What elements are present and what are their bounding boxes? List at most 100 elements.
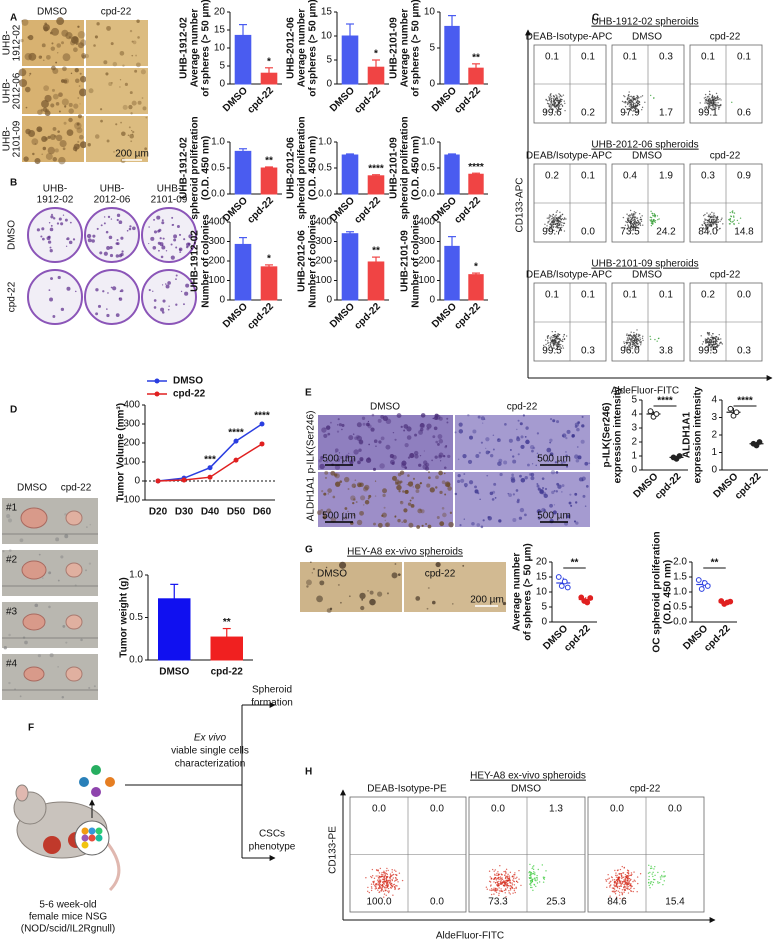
event-dot (532, 881, 533, 882)
outcome-text: phenotype (249, 842, 296, 853)
data-point (562, 579, 567, 584)
photo-texture (575, 501, 577, 503)
row-label: #2 (6, 555, 18, 566)
event-dot (732, 210, 733, 211)
event-dot (514, 890, 515, 891)
photo-texture (561, 491, 563, 493)
event-dot (515, 888, 516, 889)
significance: *** (204, 454, 216, 465)
event-dot (651, 881, 652, 882)
event-dot (380, 884, 381, 885)
quadrant-value: 0.3 (581, 346, 595, 357)
event-dot (654, 214, 655, 215)
photo-texture (55, 148, 59, 152)
series-point (260, 441, 265, 446)
quadrant-value: 84.0 (698, 227, 718, 238)
y-tick-label: 0.0 (673, 617, 687, 628)
event-dot (536, 877, 537, 878)
photo-texture (74, 144, 80, 150)
event-dot (712, 333, 713, 334)
photo-texture (544, 494, 548, 498)
event-dot (709, 93, 710, 94)
event-dot (710, 337, 711, 338)
photo-texture (525, 476, 528, 479)
photo-texture (387, 592, 389, 594)
photo-texture (60, 555, 63, 558)
y-axis-label: of spheres (> 50 μm) (201, 0, 212, 97)
event-dot (620, 885, 621, 886)
event-dot (710, 105, 711, 106)
event-dot (385, 889, 386, 890)
photo-texture (360, 459, 362, 461)
y-tick-label: 5 (541, 602, 547, 613)
photo-texture (408, 502, 411, 505)
colony (50, 249, 53, 252)
event-dot (381, 872, 382, 873)
event-dot (554, 342, 555, 343)
event-dot (623, 877, 624, 878)
event-dot (711, 216, 712, 217)
event-dot (512, 892, 513, 893)
photo-texture (43, 85, 49, 91)
event-dot (715, 105, 716, 106)
event-dot (629, 339, 630, 340)
event-dot (489, 881, 490, 882)
photo-texture (2, 550, 4, 552)
event-dot (618, 882, 619, 883)
mouse-caption: (NOD/scid/IL2Rgnull) (21, 924, 115, 935)
photo-texture (344, 477, 349, 482)
event-dot (654, 875, 655, 876)
colony (161, 221, 164, 224)
event-dot (508, 878, 509, 879)
event-dot (730, 221, 731, 222)
event-dot (554, 340, 555, 341)
x-tick-label: cpd-22 (452, 195, 483, 226)
event-dot (711, 335, 712, 336)
colony (132, 226, 136, 230)
event-dot (631, 214, 632, 215)
event-dot (717, 102, 718, 103)
bar (342, 155, 358, 194)
event-dot (715, 339, 716, 340)
event-dot (631, 332, 632, 333)
photo-texture (392, 476, 397, 481)
event-dot (510, 889, 511, 890)
event-dot (649, 872, 650, 873)
event-dot (498, 873, 499, 874)
colony (117, 214, 120, 217)
event-dot (564, 339, 565, 340)
event-dot (505, 892, 506, 893)
photo-texture (348, 435, 353, 440)
event-dot (629, 335, 630, 336)
colony (117, 219, 119, 221)
event-dot (716, 224, 717, 225)
event-dot (547, 336, 548, 337)
event-dot (559, 223, 560, 224)
photo-texture (415, 484, 421, 490)
event-dot (707, 339, 708, 340)
row-label: 2101-09 (12, 120, 23, 157)
colony (148, 243, 149, 244)
cell (91, 765, 101, 775)
photo-texture (330, 608, 332, 610)
photo-texture (577, 446, 579, 448)
photo-texture (80, 639, 83, 642)
mouse-caption: 5-6 week-old (39, 900, 96, 911)
event-dot (716, 99, 717, 100)
event-dot (630, 223, 631, 224)
photo-texture (436, 562, 441, 567)
event-dot (658, 338, 659, 339)
event-dot (550, 93, 551, 94)
colony (116, 242, 119, 245)
photo-texture (402, 490, 405, 493)
event-dot (517, 882, 518, 883)
event-dot (371, 877, 372, 878)
event-dot (542, 864, 543, 865)
photo-texture (485, 437, 489, 441)
event-dot (631, 219, 632, 220)
event-dot (730, 212, 731, 213)
event-dot (386, 868, 387, 869)
photo-texture (511, 474, 514, 477)
photo-texture (111, 42, 114, 45)
y-axis-label: UHB-2012-06 (286, 17, 297, 79)
